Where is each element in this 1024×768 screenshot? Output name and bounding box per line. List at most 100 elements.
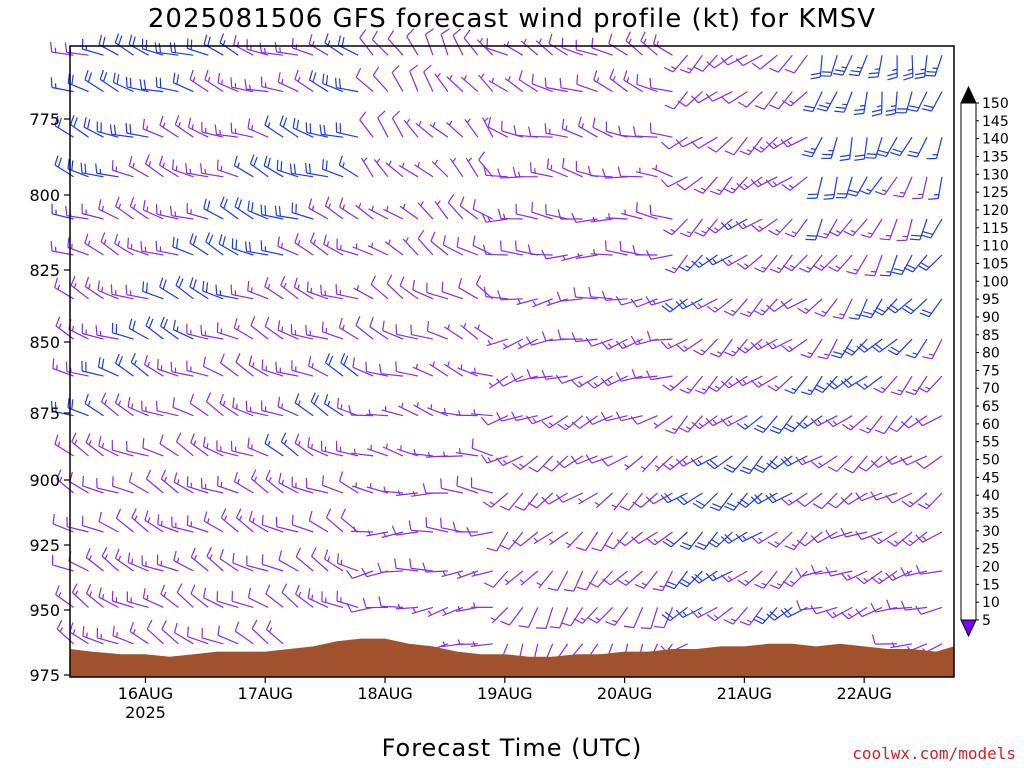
- wind-barb: [751, 218, 778, 232]
- barb-half-feather: [402, 203, 406, 209]
- barb-half-feather: [742, 222, 747, 228]
- barb-staff: [547, 167, 568, 178]
- wind-barb: [575, 39, 598, 56]
- barb-feather: [736, 182, 745, 191]
- barb-feather: [159, 155, 164, 166]
- barb-staff: [508, 492, 524, 511]
- wind-barb: [144, 354, 164, 377]
- barb-half-feather: [298, 591, 302, 597]
- barb-feather: [795, 456, 803, 466]
- barb-staff: [625, 455, 643, 471]
- wind-barb: [129, 621, 149, 645]
- barb-feather: [233, 471, 238, 482]
- barb-staff: [670, 531, 688, 548]
- barb-feather: [377, 110, 386, 119]
- barb-feather: [753, 467, 764, 474]
- barb-feather: [54, 401, 57, 412]
- barb-half-feather: [700, 187, 706, 191]
- barb-staff: [465, 157, 479, 178]
- barb-feather: [235, 239, 238, 250]
- wind-barb: [352, 357, 374, 377]
- barb-feather: [386, 274, 393, 284]
- barb-feather: [423, 64, 432, 73]
- barb-staff: [447, 202, 464, 220]
- barb-feather: [71, 583, 78, 593]
- barb-feather: [769, 268, 780, 274]
- barb-feather: [796, 539, 806, 547]
- barb-feather: [692, 502, 703, 510]
- barb-feather: [281, 583, 288, 593]
- barb-feather: [248, 241, 252, 253]
- barb-feather: [85, 433, 91, 443]
- barb-half-feather: [803, 422, 808, 427]
- barb-half-feather: [671, 66, 677, 70]
- barb-staff: [585, 531, 599, 551]
- wind-barb: [871, 634, 898, 645]
- wind-barb: [900, 415, 928, 429]
- wind-barb: [853, 91, 868, 116]
- barb-staff: [633, 607, 644, 628]
- barb-half-feather: [697, 303, 702, 308]
- wind-barb: [754, 254, 778, 273]
- barb-half-feather: [148, 161, 152, 167]
- barb-staff: [578, 375, 598, 388]
- barb-staff: [292, 524, 314, 533]
- barb-staff: [402, 238, 419, 256]
- barb-staff: [382, 330, 404, 340]
- y-tick-label: 825: [29, 261, 60, 280]
- wind-barb: [81, 323, 104, 340]
- barb-half-feather: [502, 343, 508, 348]
- barb-staff: [535, 40, 554, 56]
- wind-barb: [172, 159, 194, 178]
- barb-feather: [900, 600, 906, 611]
- barb-half-feather: [772, 343, 777, 348]
- barb-feather: [274, 205, 278, 216]
- barb-staff: [930, 218, 943, 239]
- barb-feather: [277, 320, 281, 331]
- barb-feather: [202, 356, 206, 367]
- barb-feather: [782, 265, 793, 272]
- barb-half-feather: [87, 240, 91, 246]
- barb-feather: [112, 625, 115, 636]
- wind-barb: [155, 77, 179, 93]
- wind-barb: [189, 277, 209, 300]
- barb-feather: [308, 356, 312, 367]
- barb-staff: [159, 286, 179, 300]
- barb-half-feather: [564, 423, 570, 428]
- barb-feather: [921, 309, 932, 314]
- wind-barb: [781, 91, 808, 107]
- barb-staff: [500, 298, 523, 301]
- barb-staff: [855, 254, 868, 275]
- barb-half-feather: [104, 399, 108, 405]
- wind-barb: [588, 570, 614, 588]
- barb-half-feather: [436, 72, 441, 78]
- barb-feather: [928, 197, 939, 200]
- colorbar-label: 5: [982, 613, 991, 629]
- barb-half-feather: [376, 158, 381, 164]
- barb-half-feather: [654, 464, 660, 469]
- barb-half-feather: [311, 594, 314, 600]
- barb-half-feather: [877, 537, 883, 543]
- barb-feather: [542, 465, 553, 472]
- barb-feather: [265, 584, 271, 595]
- barb-feather: [189, 69, 194, 80]
- barb-half-feather: [416, 401, 419, 408]
- barb-feather: [235, 508, 242, 518]
- barb-staff: [373, 159, 389, 178]
- barb-feather: [125, 76, 128, 87]
- barb-half-feather: [832, 611, 837, 617]
- wind-barb: [887, 55, 898, 81]
- barb-staff: [931, 338, 943, 360]
- barb-half-feather: [239, 515, 243, 521]
- barb-feather: [338, 317, 343, 328]
- barb-staff: [715, 136, 733, 153]
- barb-feather: [116, 74, 120, 85]
- barb-feather: [724, 351, 734, 357]
- x-axis-label: Forecast Time (UTC): [381, 734, 643, 762]
- barb-staff: [396, 567, 419, 572]
- barb-half-feather: [548, 538, 554, 543]
- wind-barb: [338, 155, 359, 178]
- barb-feather: [114, 548, 120, 559]
- wind-barb: [156, 554, 179, 572]
- wind-barb: [805, 218, 823, 241]
